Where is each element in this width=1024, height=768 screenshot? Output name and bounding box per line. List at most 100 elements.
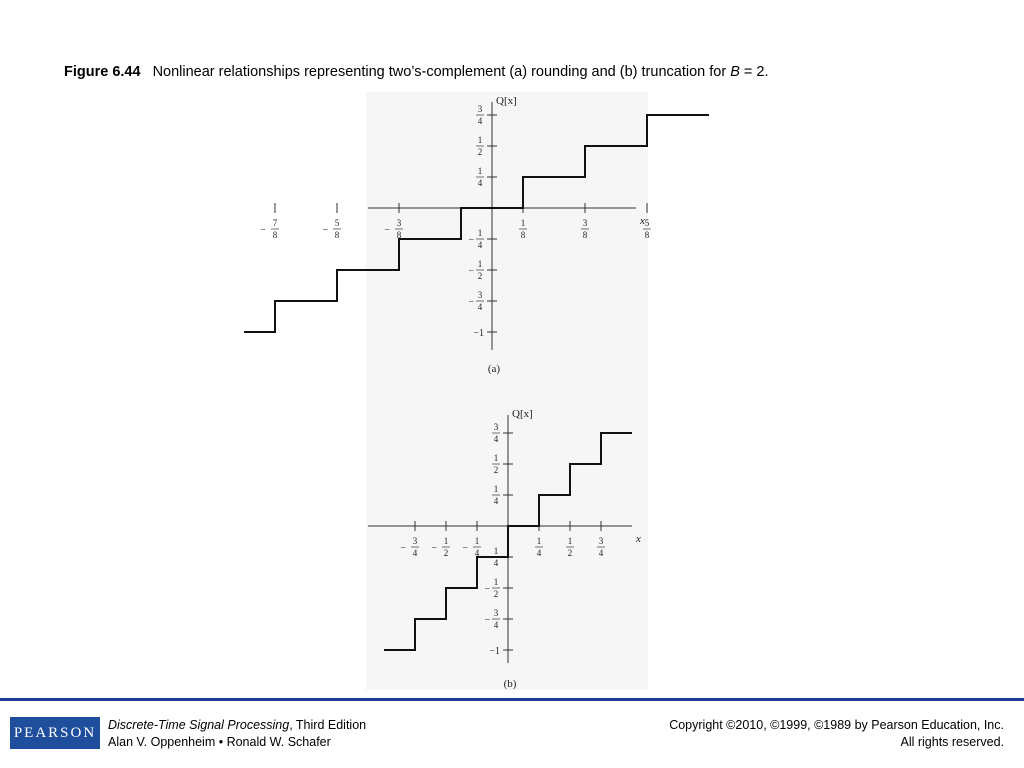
panel-label: (a) (488, 363, 501, 375)
tick-numerator: 1 (478, 259, 483, 269)
tick-denominator: 4 (478, 302, 483, 312)
tick-numerator: 5 (335, 218, 340, 228)
x-tick-label: −3 4 (400, 536, 419, 558)
y-tick-label: −1 2 (484, 577, 500, 599)
y-tick-label: 34 (476, 104, 484, 126)
copyright-info: Copyright ©2010, ©1999, ©1989 by Pearson… (669, 717, 1004, 751)
y-tick-label: −1 2 (468, 259, 484, 281)
minus-sign: − (431, 543, 437, 554)
y-axis-label: Q[x] (496, 95, 517, 107)
tick-numerator: 1 (444, 536, 449, 546)
tick-denominator: 4 (494, 434, 499, 444)
tick-numerator: 3 (478, 290, 483, 300)
tick-denominator: 2 (478, 271, 483, 281)
tick-denominator: 8 (335, 230, 340, 240)
copyright-text: Copyright ©2010, ©1999, ©1989 by Pearson… (669, 718, 1004, 732)
y-tick-label: −1 4 (468, 228, 484, 250)
y-tick-label: −3 4 (484, 608, 500, 630)
book-authors: Alan V. Oppenheim • Ronald W. Schafer (108, 735, 331, 749)
panel-label: (b) (504, 678, 517, 690)
tick-numerator: 7 (273, 218, 278, 228)
book-info: Discrete-Time Signal Processing, Third E… (108, 717, 366, 751)
x-tick-label: −1 4 (462, 536, 481, 558)
tick-denominator: 4 (494, 496, 499, 506)
tick-denominator: 8 (583, 230, 588, 240)
tick-numerator: 1 (537, 536, 542, 546)
x-tick-label: −7 8 (260, 218, 279, 240)
tick-denominator: 4 (413, 548, 418, 558)
tick-numerator: 1 (478, 228, 483, 238)
minus-sign: − (468, 235, 474, 246)
minus-sign: − (384, 225, 390, 236)
tick-numerator: 3 (478, 104, 483, 114)
tick-numerator: 3 (494, 608, 499, 618)
tick-denominator: 4 (478, 178, 483, 188)
tick-denominator: 4 (494, 620, 499, 630)
x-tick-label: −5 8 (322, 218, 341, 240)
tick-denominator: 2 (444, 548, 449, 558)
x-axis-label: x (639, 215, 645, 227)
figure-caption: Figure 6.44 Nonlinear relationships repre… (64, 64, 768, 80)
caption-variable: B (730, 64, 740, 80)
y-tick-label: −1 (473, 328, 484, 339)
y-tick-label: 12 (476, 135, 484, 157)
x-tick-label: −3 8 (384, 218, 403, 240)
tick-numerator: 1 (475, 536, 480, 546)
rights-text: All rights reserved. (900, 735, 1004, 749)
tick-numerator: 1 (494, 484, 499, 494)
tick-numerator: 1 (494, 577, 499, 587)
tick-numerator: 5 (645, 218, 650, 228)
caption-text-after: = 2. (739, 64, 769, 80)
tick-denominator: 2 (494, 589, 499, 599)
x-tick-label: 38 (581, 218, 589, 240)
tick-text: −1 (473, 328, 484, 339)
tick-denominator: 4 (494, 558, 499, 568)
tick-denominator: 2 (568, 548, 573, 558)
y-tick-label: 12 (492, 453, 500, 475)
tick-numerator: 3 (397, 218, 402, 228)
tick-numerator: 3 (583, 218, 588, 228)
minus-sign: − (484, 615, 490, 626)
figure-number: Figure 6.44 (64, 64, 141, 80)
tick-numerator: 1 (494, 453, 499, 463)
x-tick-label: 14 (535, 536, 543, 558)
minus-sign: − (260, 225, 266, 236)
tick-denominator: 2 (494, 465, 499, 475)
x-tick-label: 18 (519, 218, 527, 240)
quantizer-staircase (244, 114, 709, 333)
x-tick-label: 12 (566, 536, 574, 558)
figure-background (366, 92, 648, 690)
tick-text: −1 (489, 646, 500, 657)
x-tick-label: 58 (643, 218, 651, 240)
minus-sign: − (484, 553, 490, 564)
y-tick-label: −1 (489, 646, 500, 657)
y-tick-label: 14 (476, 166, 484, 188)
minus-sign: − (322, 225, 328, 236)
y-axis-label: Q[x] (512, 408, 533, 420)
caption-text-before: Nonlinear relationships representing two… (152, 64, 731, 80)
minus-sign: − (468, 266, 474, 277)
tick-denominator: 2 (478, 147, 483, 157)
tick-denominator: 8 (645, 230, 650, 240)
y-tick-label: 14 (492, 484, 500, 506)
pearson-logo: PEARSON (10, 717, 100, 749)
tick-denominator: 4 (537, 548, 542, 558)
tick-denominator: 8 (397, 230, 402, 240)
tick-numerator: 1 (478, 135, 483, 145)
tick-denominator: 4 (475, 548, 480, 558)
x-axis-label: x (635, 533, 641, 545)
y-tick-label: 34 (492, 422, 500, 444)
tick-numerator: 1 (478, 166, 483, 176)
book-edition: , Third Edition (289, 718, 367, 732)
tick-numerator: 1 (494, 546, 499, 556)
tick-numerator: 3 (413, 536, 418, 546)
tick-numerator: 3 (494, 422, 499, 432)
logo-text: PEARSON (13, 724, 97, 741)
tick-denominator: 4 (478, 240, 483, 250)
tick-denominator: 4 (478, 116, 483, 126)
minus-sign: − (468, 297, 474, 308)
tick-numerator: 1 (568, 536, 573, 546)
minus-sign: − (484, 584, 490, 595)
